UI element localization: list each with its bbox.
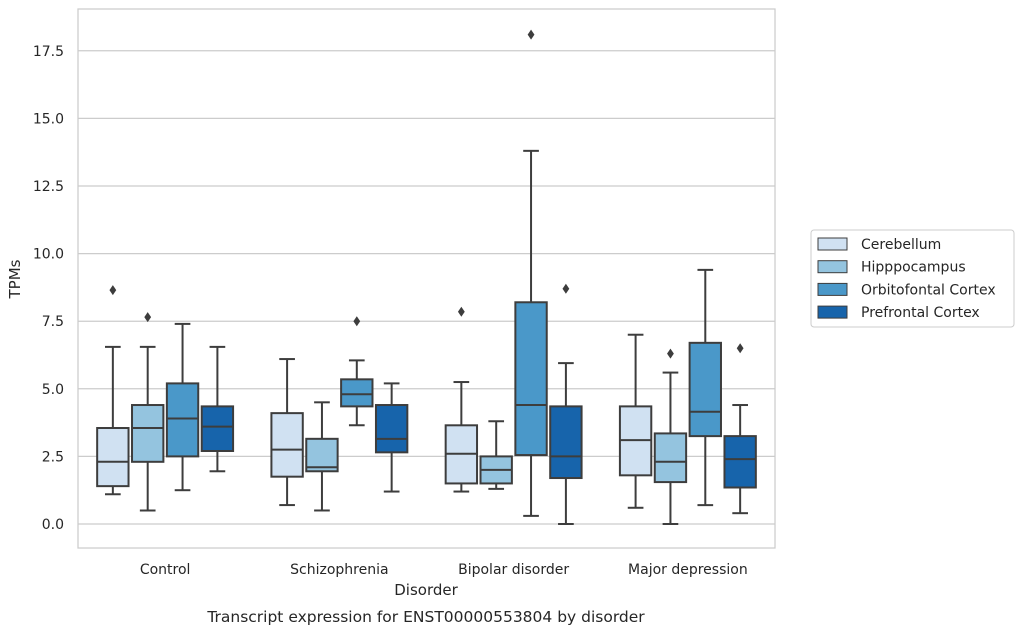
y-tick-label: 5.0	[42, 382, 64, 398]
chart-caption: Transcript expression for ENST0000055380…	[206, 608, 645, 626]
outlier-point	[527, 29, 535, 40]
box	[165, 382, 200, 458]
outlier-point	[353, 316, 361, 327]
outlier-point	[562, 283, 570, 294]
legend-label: Cerebellum	[861, 237, 941, 253]
series-prefrontal-cortex	[200, 283, 757, 525]
outlier-point	[144, 312, 152, 323]
box	[270, 412, 304, 478]
box-plot	[305, 401, 339, 512]
legend-swatch	[817, 282, 848, 296]
y-tick-label: 10.0	[33, 247, 64, 263]
box	[653, 432, 688, 484]
legend-frame	[810, 229, 1015, 328]
x-axis-label: Disorder	[394, 581, 458, 599]
legend-label: Orbitofontal Cortex	[861, 282, 996, 298]
legend-swatch	[817, 260, 848, 274]
box	[723, 435, 757, 489]
y-tick-label: 2.5	[42, 449, 64, 465]
box-plot	[270, 358, 304, 507]
outlier-point	[667, 348, 674, 359]
box	[374, 404, 409, 454]
box-plot	[723, 343, 757, 515]
box-plot	[653, 348, 688, 525]
y-tick-label: 12.5	[33, 179, 64, 195]
box	[340, 378, 374, 408]
box-plots	[96, 29, 757, 525]
outlier-point	[457, 306, 465, 317]
series-orbitofontal-cortex	[165, 29, 722, 517]
legend: Cerebellum Hipppocampus Orbitofontal Corte…	[810, 229, 1015, 328]
box-plot	[479, 420, 513, 490]
box-plot	[131, 312, 165, 512]
y-tick-label: 17.5	[33, 44, 64, 60]
x-tick-label: Schizophrenia	[290, 562, 388, 578]
box-plot	[444, 306, 479, 493]
y-tick-label: 0.0	[42, 517, 64, 533]
x-axis-ticks: Control Schizophrenia Bipolar disorder Majo…	[140, 562, 748, 578]
outlier-point	[109, 285, 117, 296]
box	[96, 427, 130, 488]
outlier-point	[736, 343, 744, 354]
box-plot	[688, 268, 722, 507]
box-plot	[549, 283, 583, 525]
y-axis-ticks: 0.0 2.5 5.0 7.5 10.0 12.5 15.0 17.5	[33, 44, 64, 533]
legend-swatch	[817, 237, 848, 251]
y-axis-label: TPMs	[6, 259, 24, 299]
series-cerebellum	[96, 285, 653, 509]
box	[688, 341, 722, 438]
box-plot	[340, 316, 374, 427]
box-plot	[374, 382, 409, 493]
legend-label: Prefrontal Cortex	[861, 305, 980, 321]
y-tick-label: 7.5	[42, 314, 64, 330]
x-tick-label: Major depression	[628, 562, 748, 578]
box-plot	[618, 333, 653, 509]
legend-label: Hipppocampus	[861, 260, 966, 276]
legend-swatch	[817, 305, 848, 319]
x-tick-label: Bipolar disorder	[458, 562, 569, 578]
box	[514, 301, 548, 457]
box-plot	[96, 285, 130, 496]
y-tick-label: 15.0	[33, 111, 64, 127]
box	[549, 405, 583, 480]
box-plot	[200, 345, 235, 473]
plot-area-frame	[77, 8, 776, 549]
box	[131, 404, 165, 463]
box-plot	[514, 29, 548, 517]
box	[200, 405, 235, 452]
series-hipppocampus	[131, 312, 688, 525]
box-plot	[165, 322, 200, 492]
box	[305, 437, 339, 473]
x-tick-label: Control	[140, 562, 191, 578]
